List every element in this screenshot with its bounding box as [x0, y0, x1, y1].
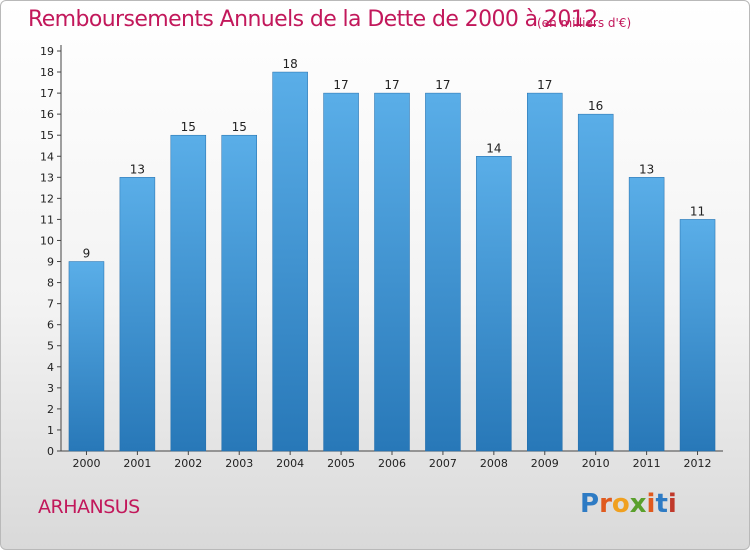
y-tick-label: 4: [47, 361, 54, 374]
y-tick-label: 6: [47, 319, 54, 332]
data-label: 16: [588, 99, 603, 113]
data-label: 17: [333, 78, 348, 92]
data-label: 13: [130, 162, 145, 176]
y-tick-label: 3: [47, 382, 54, 395]
x-tick-label: 2002: [174, 457, 202, 470]
y-tick-label: 16: [40, 108, 54, 121]
y-tick-label: 1: [47, 424, 54, 437]
y-tick-label: 7: [47, 298, 54, 311]
logo-letter: o: [611, 489, 630, 519]
y-tick-label: 14: [40, 150, 54, 163]
data-label: 17: [435, 78, 450, 92]
bar: [68, 261, 105, 452]
bar: [577, 113, 614, 452]
y-tick-label: 11: [40, 213, 54, 226]
x-tick-label: 2005: [327, 457, 355, 470]
data-label: 9: [83, 247, 91, 261]
x-tick-label: 2004: [276, 457, 304, 470]
proxiti-logo: Proxiti: [580, 489, 677, 519]
bar: [119, 177, 156, 452]
y-tick-label: 10: [40, 234, 54, 247]
x-tick-label: 2006: [378, 457, 406, 470]
data-label: 13: [639, 162, 654, 176]
bar: [628, 177, 665, 452]
bar: [272, 71, 308, 452]
data-label: 15: [232, 120, 247, 134]
x-tick-label: 2003: [225, 457, 253, 470]
bar: [425, 92, 461, 452]
data-label: 11: [690, 204, 705, 218]
y-tick-label: 13: [40, 171, 54, 184]
logo-letter: x: [629, 489, 647, 519]
x-tick-label: 2011: [633, 457, 661, 470]
logo-letter: P: [580, 489, 600, 519]
y-tick-label: 19: [40, 45, 54, 58]
data-label: 15: [181, 120, 196, 134]
x-tick-label: 2000: [72, 457, 100, 470]
x-tick-label: 2010: [582, 457, 610, 470]
x-tick-label: 2009: [531, 457, 559, 470]
logo-letter: r: [599, 489, 612, 519]
logo-letter: i: [667, 489, 677, 519]
bar: [527, 92, 563, 452]
bar: [221, 134, 257, 452]
logo-letter: t: [655, 489, 668, 519]
x-tick-label: 2007: [429, 457, 457, 470]
bar: [476, 156, 512, 452]
y-tick-label: 15: [40, 129, 54, 142]
y-tick-label: 0: [47, 445, 54, 458]
y-tick-label: 8: [47, 277, 54, 290]
y-tick-label: 12: [40, 192, 54, 205]
data-label: 14: [486, 141, 501, 155]
logo-letter: i: [646, 489, 656, 519]
chart-title: Remboursements Annuels de la Dette de 20…: [28, 7, 598, 32]
bar: [170, 134, 207, 452]
unit-label: (en milliers d'€): [537, 16, 632, 30]
y-tick-label: 18: [40, 66, 54, 79]
y-tick-label: 9: [47, 256, 54, 269]
data-label: 17: [537, 78, 552, 92]
bar: [323, 92, 359, 452]
data-label: 18: [283, 57, 298, 71]
y-tick-label: 17: [40, 87, 54, 100]
y-tick-label: 2: [47, 403, 54, 416]
x-tick-label: 2012: [684, 457, 712, 470]
y-tick-label: 5: [47, 340, 54, 353]
data-label: 17: [384, 78, 399, 92]
x-tick-label: 2008: [480, 457, 508, 470]
bar: [374, 92, 410, 452]
commune-name: ARHANSUS: [38, 496, 140, 518]
bar: [679, 219, 716, 452]
x-tick-label: 2001: [123, 457, 151, 470]
